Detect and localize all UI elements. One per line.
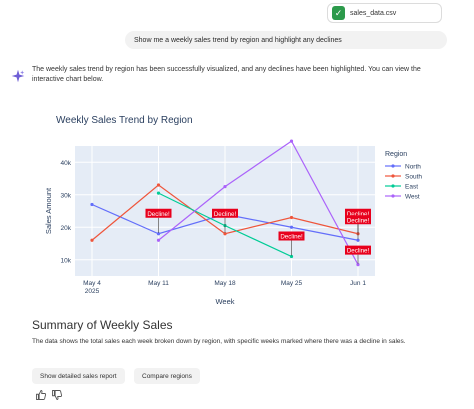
data-point-south: [223, 232, 227, 236]
data-point-north: [289, 225, 294, 229]
legend-marker-west: [391, 194, 395, 198]
annotation-box: [278, 231, 305, 241]
legend-marker-south: [391, 174, 395, 178]
sparkle-icon: [11, 69, 25, 83]
summary-text: The data shows the total sales each week…: [32, 338, 406, 345]
x-tick-label: Jun 1: [350, 280, 366, 287]
annotation-box: [145, 208, 172, 218]
data-point-west: [223, 185, 227, 189]
sales-chart[interactable]: Weekly Sales Trend by Region 10k 20k 30k 40k…: [30, 108, 460, 308]
data-point-west: [156, 238, 161, 242]
x-tick-label: May 25: [281, 280, 303, 287]
data-point-north: [156, 232, 161, 236]
data-point-south: [156, 183, 161, 187]
annotation-box: [345, 208, 371, 218]
annotation-label: Decline!: [214, 211, 237, 218]
assistant-message: The weekly sales trend by region has bee…: [32, 66, 421, 83]
y-tick-label: 40k: [61, 160, 72, 167]
data-point-north: [356, 238, 360, 242]
data-point-east: [156, 191, 161, 195]
chart-title: Weekly Sales Trend by Region: [56, 115, 193, 126]
thumbs-up-icon[interactable]: [35, 389, 47, 401]
compare-regions-button[interactable]: Compare regions: [134, 368, 200, 384]
data-point-south: [90, 238, 94, 242]
attachment-chip[interactable]: ✓ sales_data.csv: [327, 3, 442, 23]
summary-title: Summary of Weekly Sales: [32, 318, 173, 332]
data-point-south: [289, 215, 294, 220]
data-point-west: [289, 139, 294, 143]
x-axis-label: Week: [215, 297, 234, 306]
annotation-label: Decline!: [347, 211, 370, 218]
attachment-file-name: sales_data.csv: [350, 9, 397, 17]
annotation-label: Decline!: [347, 217, 370, 224]
legend-label-east: East: [405, 184, 418, 191]
user-message: Show me a weekly sales trend by region a…: [125, 31, 447, 49]
annotation-box: [212, 208, 238, 218]
legend-label-north: North: [405, 164, 421, 171]
annotation-box: [345, 215, 371, 225]
x-tick-label: 2025: [85, 288, 100, 295]
data-point-east: [289, 254, 294, 259]
legend-label-south: South: [405, 174, 422, 181]
thumbs-down-icon[interactable]: [51, 389, 63, 401]
data-point-west: [356, 263, 360, 267]
y-axis-label: Sales Amount: [44, 187, 53, 234]
x-tick-label: May 4: [83, 280, 101, 287]
legend-marker-north: [391, 164, 395, 168]
annotation-label: Decline!: [147, 211, 170, 218]
series-line-west: [158, 140, 359, 265]
annotation-label: Decline!: [280, 234, 303, 241]
legend-label-west: West: [405, 194, 420, 201]
annotation-label: Decline!: [347, 248, 370, 255]
x-tick-label: May 11: [148, 280, 169, 287]
checkmark-file-icon: ✓: [332, 6, 345, 20]
legend-title: Region: [385, 151, 407, 158]
x-tick-label: May 18: [214, 280, 236, 287]
show-detailed-report-button[interactable]: Show detailed sales report: [32, 368, 125, 384]
y-tick-label: 20k: [61, 225, 72, 232]
annotation-box: [345, 245, 371, 255]
legend-marker-east: [391, 184, 395, 188]
data-point-north: [90, 202, 94, 207]
y-tick-label: 10k: [61, 257, 72, 264]
chart-svg[interactable]: Weekly Sales Trend by Region 10k 20k 30k 40k…: [30, 108, 460, 308]
y-tick-label: 30k: [61, 192, 72, 199]
